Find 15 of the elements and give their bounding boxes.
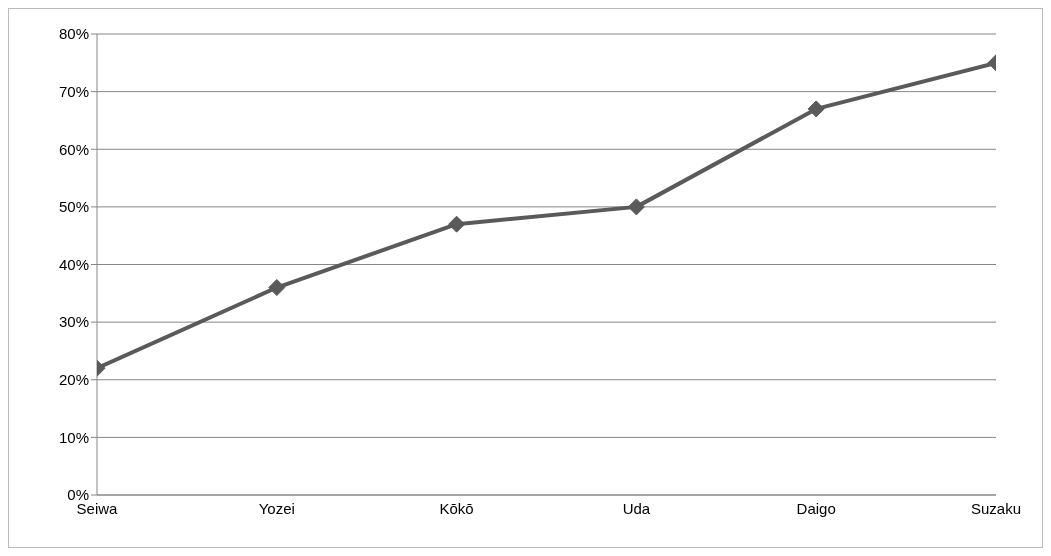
x-tick-label: Yozei <box>258 499 295 517</box>
y-tick-label: 60% <box>58 140 89 158</box>
x-tick-label: Daigo <box>796 499 836 517</box>
x-tick-label: Suzaku <box>970 499 1022 517</box>
y-tick-label: 70% <box>58 82 89 100</box>
y-tick-label: 20% <box>58 371 89 389</box>
x-tick-label: Kōkō <box>439 499 474 517</box>
y-tick-label: 50% <box>58 198 89 216</box>
point <box>448 215 466 233</box>
y-tick-label: 30% <box>58 313 89 331</box>
y-tick-label: 40% <box>58 255 89 273</box>
y-tick-label: 80% <box>58 25 89 43</box>
point <box>627 198 645 216</box>
y-tick-label: 10% <box>58 428 89 446</box>
x-tick-label: Uda <box>622 499 651 517</box>
